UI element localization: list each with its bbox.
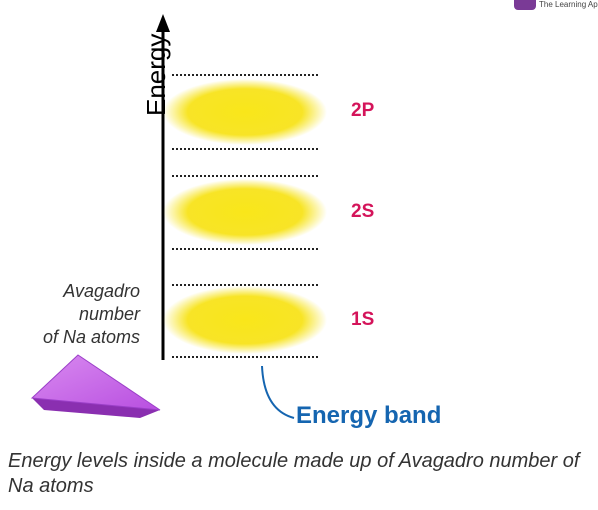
na-crystal-icon [30,354,161,411]
level-label-1s: 1S [351,309,375,330]
avogadro-label-line1: Avagadro [63,281,140,301]
avogadro-label-line3: of Na atoms [42,327,140,347]
band-1s [163,286,327,354]
logo-badge-icon [514,0,536,10]
axis-arrow-icon [156,14,170,32]
logo: The Learning Ap [510,0,598,14]
level-label-2p: 2P [351,100,375,121]
energy-band-label: Energy band [296,402,442,429]
level-label-2s: 2S [351,201,375,222]
energy-axis-label: Energy [141,33,171,116]
band-2s [163,179,327,245]
band-2p [163,79,327,145]
avogadro-label: Avagadro number of Na atoms [43,280,140,349]
band-pointer-line [261,365,295,419]
logo-text: The Learning Ap [539,0,598,9]
figure-caption: Energy levels inside a molecule made up … [8,450,580,497]
crystal-side-face [32,398,160,418]
avogadro-label-line2: number [78,304,140,324]
